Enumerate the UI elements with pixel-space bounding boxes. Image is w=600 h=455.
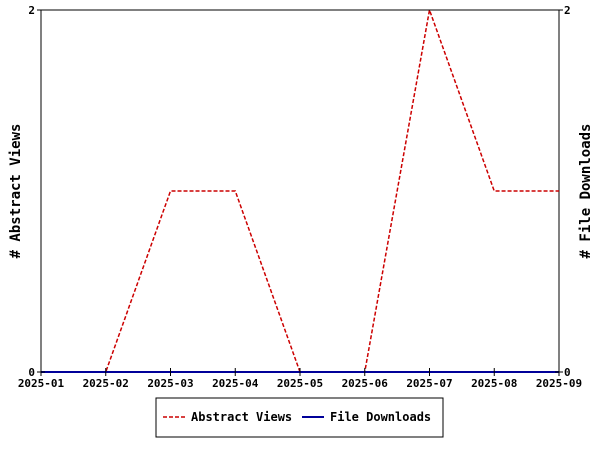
x-tick-label: 2025-07 <box>406 377 452 390</box>
left-y-tick-label: 2 <box>28 4 35 17</box>
x-tick-label: 2025-03 <box>147 377 193 390</box>
x-tick-label: 2025-06 <box>342 377 389 390</box>
legend-label-abstract-views: Abstract Views <box>191 410 292 424</box>
legend: Abstract Views File Downloads <box>155 397 444 438</box>
legend-label-file-downloads: File Downloads <box>330 410 431 424</box>
left-y-tick-label: 0 <box>28 366 35 379</box>
legend-box <box>155 397 444 438</box>
x-tick-label: 2025-02 <box>83 377 129 390</box>
series-line-abstract-views <box>41 7 559 373</box>
right-axis-title: # File Downloads <box>578 124 594 259</box>
left-axis-title: # Abstract Views <box>8 124 24 259</box>
tick-layer: 2025-01 2025-02 2025-03 2025-04 2025-05 2025-… <box>18 4 582 390</box>
x-tick-label: 2025-09 <box>536 377 582 390</box>
right-y-tick-label: 0 <box>564 366 571 379</box>
x-tick-label: 2025-01 <box>18 377 65 390</box>
x-tick-label: 2025-04 <box>212 377 259 390</box>
series-layer <box>41 7 559 373</box>
x-tick-label: 2025-05 <box>277 377 323 390</box>
right-y-tick-label: 2 <box>564 4 571 17</box>
x-tick-label: 2025-08 <box>471 377 517 390</box>
plot-area-frame <box>40 9 560 373</box>
